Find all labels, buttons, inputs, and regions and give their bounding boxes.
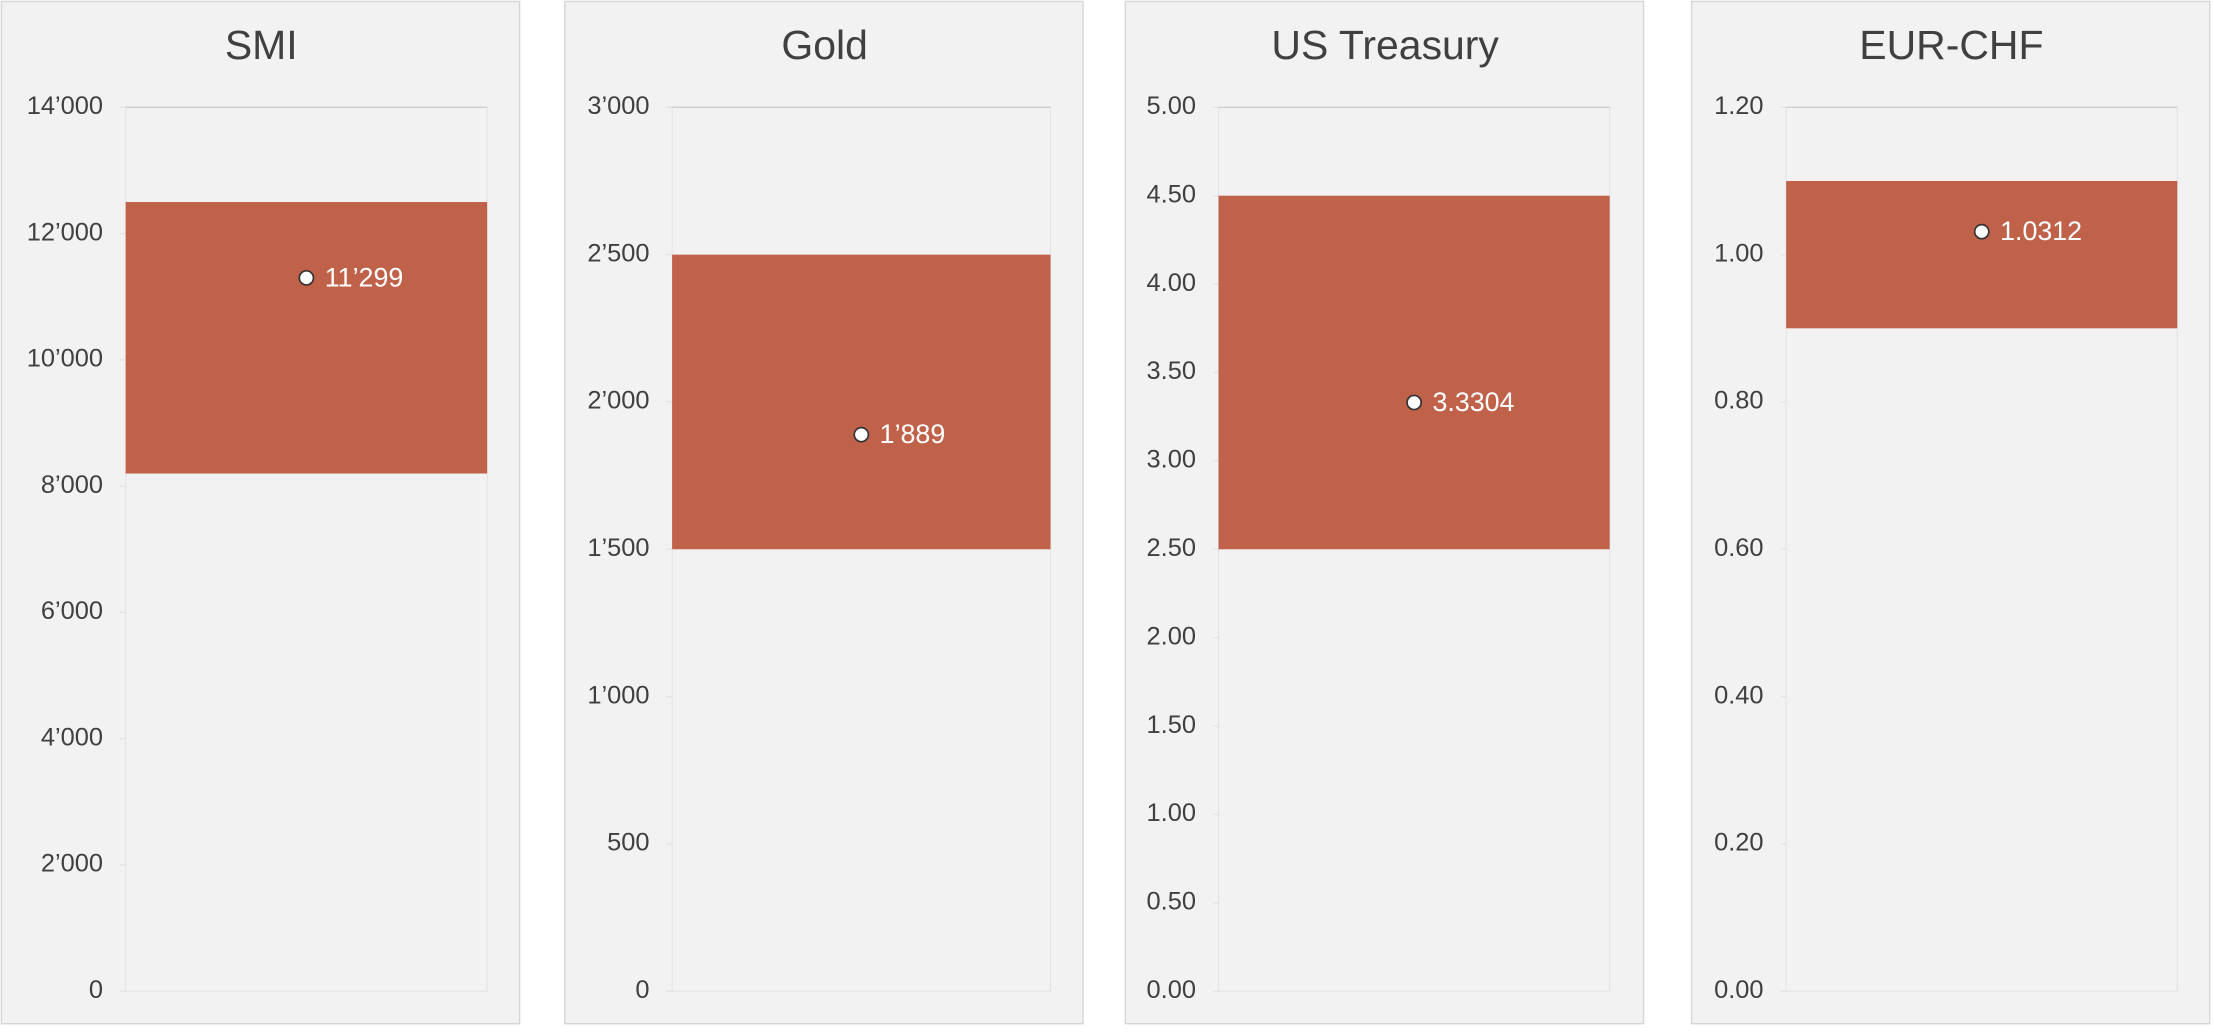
range-bar bbox=[1218, 195, 1610, 550]
chart-title: SMI bbox=[225, 22, 298, 68]
y-tick-label: 0.40 bbox=[1714, 681, 1763, 709]
y-tick-label: 2.50 bbox=[1147, 534, 1196, 562]
y-tick-label: 1.00 bbox=[1714, 239, 1763, 267]
y-tick-label: 2’000 bbox=[41, 850, 103, 878]
y-tick-label: 1’000 bbox=[587, 681, 649, 709]
y-tick-label: 12’000 bbox=[27, 218, 103, 246]
y-tick-label: 6’000 bbox=[41, 597, 103, 625]
value-marker bbox=[1973, 223, 1990, 240]
y-tick-label: 8’000 bbox=[41, 471, 103, 499]
y-tick-label: 500 bbox=[607, 829, 649, 857]
y-tick-label: 1.50 bbox=[1147, 711, 1196, 739]
y-tick-label: 3.00 bbox=[1147, 446, 1196, 474]
chart-title: EUR-CHF bbox=[1859, 22, 2043, 68]
chart-title: US Treasury bbox=[1271, 22, 1499, 68]
y-tick-label: 1.20 bbox=[1714, 92, 1763, 120]
y-tick-label: 0.00 bbox=[1714, 976, 1763, 1004]
y-tick-label: 0.20 bbox=[1714, 829, 1763, 857]
range-bar bbox=[672, 254, 1051, 550]
y-tick-label: 1’500 bbox=[587, 534, 649, 562]
y-tick-label: 2’000 bbox=[587, 387, 649, 415]
y-tick-label: 2’500 bbox=[587, 239, 649, 267]
value-label: 3.3304 bbox=[1432, 387, 1514, 417]
value-label: 1.0312 bbox=[2000, 216, 2082, 246]
value-marker bbox=[298, 269, 315, 286]
y-tick-label: 0 bbox=[89, 976, 103, 1004]
y-tick-label: 0.80 bbox=[1714, 387, 1763, 415]
value-marker bbox=[1406, 394, 1423, 411]
y-tick-label: 4.00 bbox=[1147, 269, 1196, 297]
y-tick-label: 4’000 bbox=[41, 723, 103, 751]
range-bar bbox=[125, 202, 488, 474]
value-marker bbox=[853, 426, 870, 443]
y-tick-label: 14’000 bbox=[27, 92, 103, 120]
y-tick-label: 3’000 bbox=[587, 92, 649, 120]
panel bbox=[1690, 0, 2211, 1025]
range-bar bbox=[1786, 180, 2178, 329]
y-tick-label: 10’000 bbox=[27, 345, 103, 373]
y-tick-label: 5.00 bbox=[1147, 92, 1196, 120]
y-tick-label: 1.00 bbox=[1147, 799, 1196, 827]
panel bbox=[0, 0, 521, 1025]
y-tick-label: 0 bbox=[635, 976, 649, 1004]
value-label: 1’889 bbox=[880, 419, 946, 449]
y-tick-label: 2.00 bbox=[1147, 622, 1196, 650]
y-tick-label: 0.50 bbox=[1147, 888, 1196, 916]
y-tick-label: 0.00 bbox=[1147, 976, 1196, 1004]
value-label: 11’299 bbox=[325, 262, 404, 292]
y-tick-label: 3.50 bbox=[1147, 357, 1196, 385]
chart-title: Gold bbox=[781, 22, 867, 68]
y-tick-label: 4.50 bbox=[1147, 180, 1196, 208]
y-tick-label: 0.60 bbox=[1714, 534, 1763, 562]
